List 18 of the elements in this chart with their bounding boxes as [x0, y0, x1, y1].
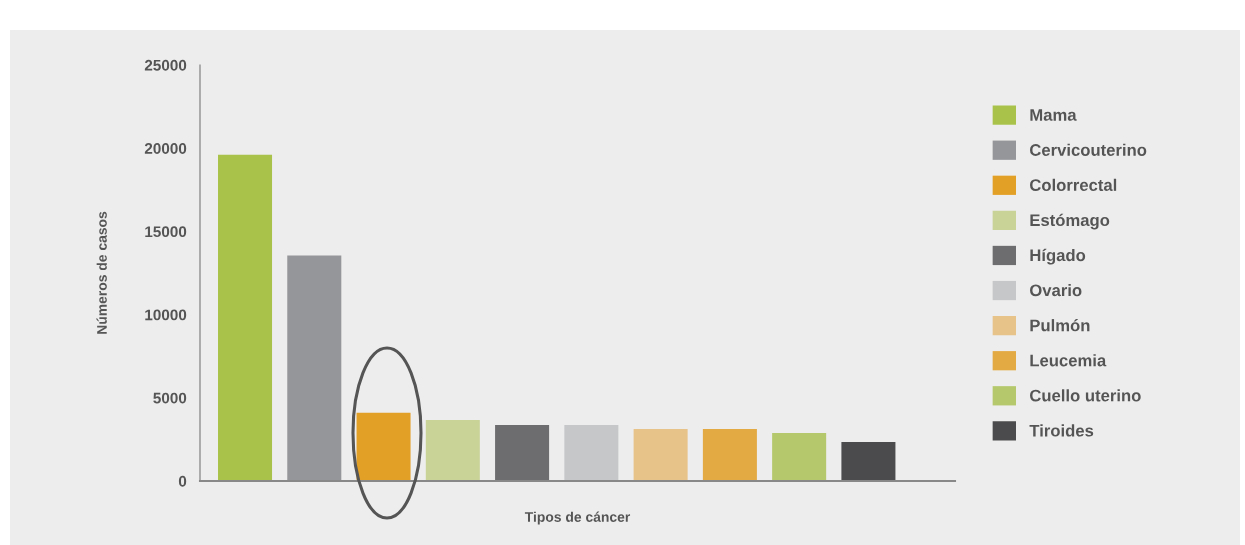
legend-label: Cuello uterino [1030, 389, 1141, 402]
legend-label: Tiroides [1029, 424, 1094, 437]
legend-label: Ovario [1030, 284, 1082, 297]
legend-label: Pulmón [1030, 318, 1090, 332]
legend-label: Cervicouterino [1030, 143, 1147, 156]
y-tick-label: 15000 [145, 226, 187, 238]
y-tick-label: 5000 [153, 392, 187, 404]
y-tick-label: 10000 [145, 309, 187, 321]
legend-label: Hígado [1030, 248, 1086, 265]
legend-label: Leucemia [1030, 354, 1107, 367]
y-tick-label: 25000 [144, 59, 187, 71]
legend-label: Estómago [1030, 213, 1110, 230]
legend-label: Mama [1030, 109, 1077, 121]
x-axis-title: Tipos de cáncer [524, 511, 631, 525]
y-tick-label: 0 [178, 475, 187, 487]
y-tick-label: 20000 [144, 143, 187, 154]
y-axis-title: Números de casos [96, 211, 107, 334]
legend-label: Colorrectal [1030, 178, 1117, 191]
